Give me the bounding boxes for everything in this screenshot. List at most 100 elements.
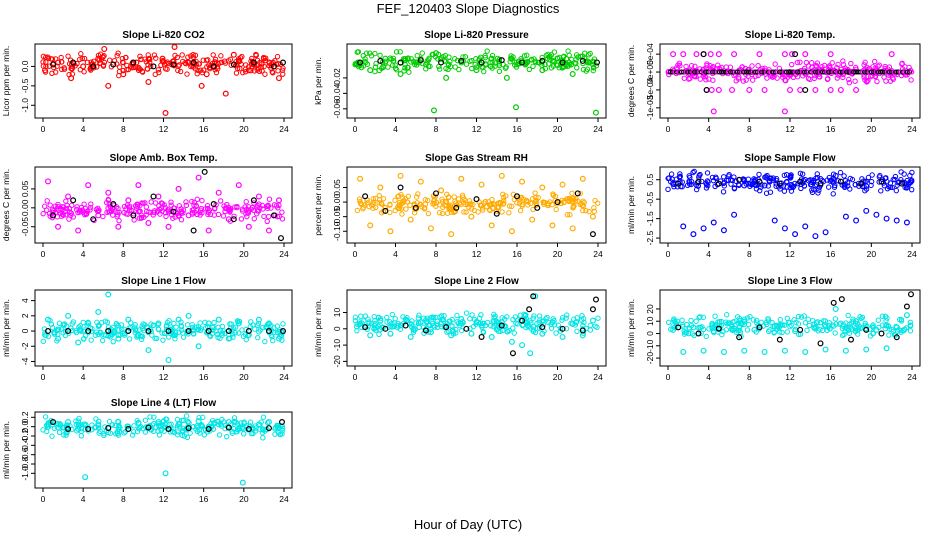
cloud-point	[138, 214, 145, 221]
cloud-point	[677, 171, 683, 177]
cloud-point	[476, 315, 483, 321]
cloud-point	[81, 55, 88, 62]
x-tick-label: 8	[121, 494, 126, 504]
cloud-point	[142, 429, 149, 435]
cloud-point	[747, 313, 753, 320]
cloud-point	[198, 422, 204, 429]
cloud-point	[844, 325, 851, 332]
cloud-point	[384, 314, 390, 321]
cloud-point	[846, 76, 852, 83]
cloud-point	[789, 61, 795, 68]
cloud-point	[196, 415, 202, 421]
data-point	[853, 318, 860, 325]
data-point-black	[830, 299, 837, 306]
cloud-point	[536, 313, 543, 319]
cloud-point	[846, 80, 853, 86]
cloud-point	[175, 212, 182, 219]
cloud-point	[783, 172, 790, 178]
cloud-point	[251, 68, 258, 74]
data-point	[45, 178, 52, 185]
cloud-point	[163, 213, 169, 220]
cloud-point	[52, 69, 59, 75]
cloud-point	[572, 60, 578, 66]
cloud-point	[152, 200, 159, 206]
cloud-point	[697, 171, 703, 178]
x-tick-label: 8	[747, 372, 752, 382]
cloud-point	[852, 182, 859, 188]
cloud-point	[877, 172, 883, 179]
data-point	[873, 326, 880, 333]
cloud-point	[251, 215, 257, 222]
cloud-point	[544, 314, 550, 321]
cloud-point	[271, 329, 277, 336]
cloud-point	[580, 207, 586, 214]
cloud-point	[676, 60, 683, 66]
cloud-point	[809, 187, 815, 193]
data-point	[680, 348, 687, 355]
cloud-point	[679, 322, 686, 328]
cloud-point	[100, 63, 107, 69]
chart-panel-8: Slope Line 2 Flow ml/min per min. 0 4 8 12 16 2…	[313, 276, 607, 382]
cloud-point	[721, 183, 728, 189]
data-point-black	[85, 328, 92, 335]
data-point-black	[858, 180, 865, 187]
data-point-black	[278, 419, 285, 426]
cloud-point	[109, 208, 115, 215]
cloud-point	[822, 323, 829, 330]
data-point	[407, 216, 414, 223]
cloud-point	[232, 204, 238, 210]
data-point	[707, 51, 714, 58]
cloud-point	[830, 191, 836, 197]
cloud-point	[442, 199, 448, 205]
data-point-black	[903, 303, 910, 310]
cloud-point	[416, 312, 422, 318]
cloud-point	[134, 203, 140, 210]
cloud-point	[263, 324, 269, 331]
data-point	[125, 316, 132, 323]
y-tick-label: -1.5	[645, 211, 655, 226]
cloud-point	[884, 185, 891, 192]
data-point-black	[130, 59, 137, 66]
cloud-point	[530, 327, 537, 333]
cloud-point	[856, 323, 862, 329]
cloud-point	[559, 315, 566, 321]
cloud-point	[155, 67, 162, 73]
data-point-black	[397, 59, 404, 66]
cloud-point	[590, 64, 597, 71]
cloud-point	[440, 204, 446, 210]
cloud-point	[279, 209, 285, 215]
cloud-point	[58, 59, 65, 65]
cloud-point	[755, 63, 761, 69]
cloud-point	[164, 416, 170, 423]
cloud-point	[214, 418, 221, 425]
data-point-black	[225, 328, 232, 335]
data-point	[789, 51, 796, 58]
cloud-point	[56, 429, 63, 435]
cloud-point	[581, 199, 587, 206]
y-tick-label: -4	[20, 357, 30, 365]
cloud-point	[899, 61, 905, 67]
cloud-point	[129, 65, 135, 71]
data-point	[235, 182, 242, 189]
cloud-point	[232, 324, 239, 330]
data-point	[710, 108, 717, 115]
cloud-point	[134, 428, 141, 435]
data-point	[569, 71, 576, 78]
y-tick-label: -0.06	[332, 99, 342, 119]
data-point-black	[422, 327, 429, 334]
cloud-point	[551, 318, 557, 324]
cloud-point	[189, 324, 196, 331]
cloud-point	[356, 196, 363, 202]
cloud-point	[425, 210, 432, 217]
cloud-point	[92, 332, 99, 338]
data-point	[407, 333, 414, 340]
y-tick-label: 2	[20, 313, 30, 318]
cloud-point	[545, 202, 551, 209]
cloud-point	[370, 196, 376, 202]
data-point	[155, 193, 162, 200]
cloud-point	[472, 61, 478, 68]
cloud-point	[106, 209, 112, 215]
cloud-point	[731, 185, 738, 192]
cloud-point	[753, 317, 760, 324]
cloud-point	[78, 51, 84, 57]
